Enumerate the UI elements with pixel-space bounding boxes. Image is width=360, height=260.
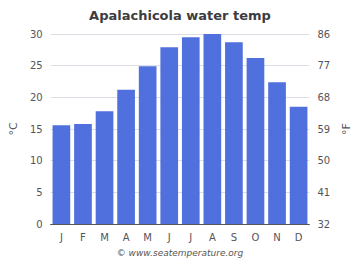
- svg-text:M: M: [143, 232, 152, 243]
- svg-text:5: 5: [36, 187, 42, 198]
- svg-text:A: A: [123, 232, 130, 243]
- svg-text:25: 25: [30, 60, 43, 71]
- svg-text:Apalachicola water temp: Apalachicola water temp: [89, 8, 271, 23]
- svg-text:J: J: [167, 232, 171, 243]
- svg-text:50: 50: [317, 155, 330, 166]
- svg-text:S: S: [231, 232, 237, 243]
- svg-text:0: 0: [36, 219, 42, 230]
- svg-text:F: F: [80, 232, 86, 243]
- svg-text:J: J: [59, 232, 63, 243]
- svg-text:N: N: [273, 232, 280, 243]
- svg-text:15: 15: [30, 124, 43, 135]
- svg-text:°F: °F: [340, 123, 353, 135]
- svg-text:M: M: [100, 232, 109, 243]
- svg-text:86: 86: [317, 29, 330, 40]
- svg-text:30: 30: [30, 29, 43, 40]
- svg-text:A: A: [209, 232, 216, 243]
- svg-text:41: 41: [317, 187, 330, 198]
- svg-text:°C: °C: [7, 122, 20, 136]
- svg-text:10: 10: [30, 155, 43, 166]
- svg-text:32: 32: [317, 219, 330, 230]
- svg-text:20: 20: [30, 92, 43, 103]
- svg-text:© www.seatemperature.org: © www.seatemperature.org: [117, 248, 244, 258]
- svg-text:77: 77: [317, 60, 330, 71]
- svg-text:68: 68: [317, 92, 330, 103]
- svg-text:J: J: [188, 232, 192, 243]
- svg-text:59: 59: [317, 124, 330, 135]
- svg-text:D: D: [295, 232, 303, 243]
- svg-text:O: O: [252, 232, 260, 243]
